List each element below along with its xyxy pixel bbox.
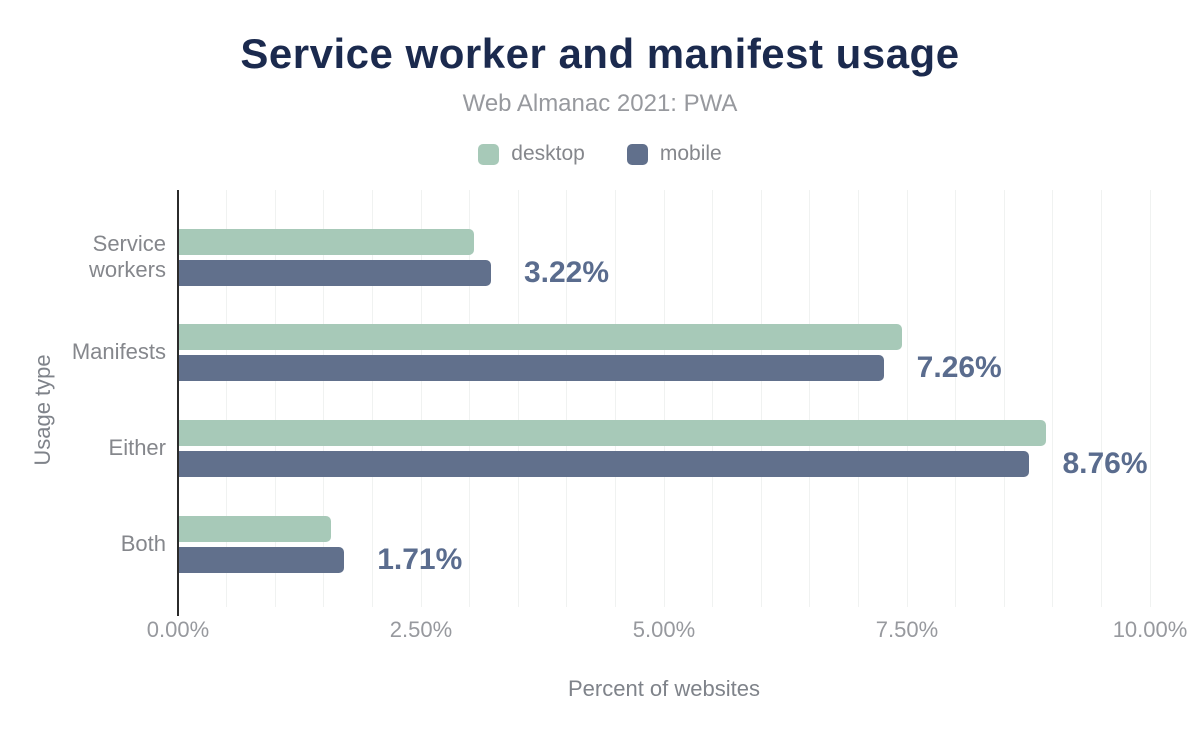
y-axis-title: Usage type (30, 354, 55, 466)
gridline (1100, 190, 1102, 607)
gridline (857, 190, 859, 607)
x-tick-10.00%: 10.00% (1112, 617, 1188, 642)
value-label-either: 8.76% (1062, 446, 1148, 480)
gridline (712, 190, 714, 607)
gridline (614, 190, 616, 607)
legend: desktop mobile (0, 142, 1200, 166)
bar-desktop-service-workers (178, 228, 475, 255)
gridline (420, 190, 422, 607)
gridline (226, 190, 228, 607)
gridline (1149, 190, 1151, 607)
legend-item-desktop: desktop (478, 142, 585, 166)
value-label-service-workers: 3.22% (523, 255, 610, 289)
gridline (663, 190, 665, 607)
gridline (517, 190, 519, 607)
chart-title: Service worker and manifest usage (240, 30, 960, 77)
bar-mobile-both (178, 546, 345, 573)
x-tick-2.50%: 2.50% (389, 617, 453, 642)
gridline (469, 190, 471, 607)
x-tick-0.00%: 0.00% (146, 617, 210, 642)
x-tick-7.50%: 7.50% (875, 617, 939, 642)
bar-mobile-manifests (178, 354, 884, 381)
legend-item-mobile: mobile (626, 142, 722, 166)
gridline (760, 190, 762, 607)
gridline (1052, 190, 1054, 607)
x-axis-title: Percent of websites (568, 676, 760, 701)
gridline (323, 190, 325, 607)
chart-subtitle: Web Almanac 2021: PWA (462, 90, 738, 117)
gridline (809, 190, 811, 607)
gridline (1003, 190, 1005, 607)
bar-mobile-service-workers (178, 259, 491, 286)
bar-desktop-both (178, 515, 331, 542)
bar-mobile-either (178, 450, 1030, 477)
plot-area: 3.22% 7.26% 8.76% 1.71% (178, 190, 1151, 607)
bar-desktop-manifests (178, 323, 903, 350)
y-axis-line (177, 190, 179, 616)
legend-label-desktop: desktop (511, 142, 585, 165)
category-label-manifests: Manifests (71, 339, 166, 364)
category-label-both: Both (120, 531, 166, 556)
value-label-manifests: 7.26% (916, 350, 1002, 384)
gridline (955, 190, 957, 607)
legend-label-mobile: mobile (659, 142, 722, 165)
legend-swatch-mobile-icon (626, 143, 648, 165)
gridline (566, 190, 568, 607)
gridline (274, 190, 276, 607)
value-label-both: 1.71% (377, 542, 463, 576)
x-tick-5.00%: 5.00% (632, 617, 696, 642)
category-label-either: Either (108, 435, 166, 460)
gridline (371, 190, 373, 607)
bar-desktop-either (178, 419, 1046, 446)
legend-swatch-desktop-icon (478, 143, 500, 165)
category-label-service-workers: Service workers (88, 231, 166, 282)
gridline (906, 190, 908, 607)
